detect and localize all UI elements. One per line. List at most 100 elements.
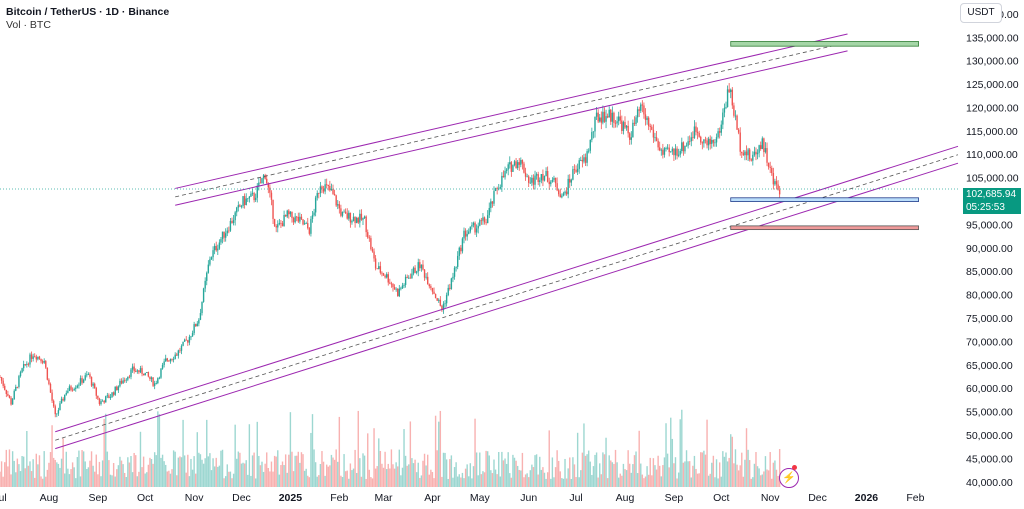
candle-body [220, 239, 222, 243]
lightning-icon[interactable]: ⚡ [779, 468, 799, 488]
volume-bar [712, 455, 715, 487]
candle-body [752, 154, 754, 161]
candle-body [494, 188, 497, 192]
candle-body [673, 148, 675, 156]
candle-body [190, 336, 192, 338]
volume-bar [127, 457, 129, 487]
candle-body [8, 395, 11, 398]
volume-bar [270, 461, 273, 487]
volume-bar [294, 455, 296, 487]
volume-bar [161, 454, 164, 487]
volume-label[interactable]: Vol · BTC [6, 19, 51, 31]
currency-button[interactable]: USDT [960, 3, 1002, 23]
candle-body [297, 217, 299, 222]
candle-body [477, 225, 479, 229]
volume-bar [565, 478, 568, 487]
candle-body [210, 257, 213, 260]
volume-bar [687, 461, 689, 487]
candle-body [325, 184, 328, 186]
candle-body [427, 276, 429, 285]
volume-bar [578, 477, 580, 487]
candle-body [717, 131, 719, 138]
volume-bar [26, 430, 28, 487]
candle-body [341, 211, 344, 216]
volume-bar [436, 450, 438, 487]
candle-body [491, 201, 494, 204]
volume-bar [739, 465, 741, 487]
candle-body [734, 115, 737, 117]
volume-bar [337, 461, 339, 487]
volume-bar [540, 469, 543, 487]
candle-body [753, 151, 756, 155]
candle-body [387, 274, 389, 283]
volume-bar [95, 454, 97, 487]
volume-bar [491, 473, 494, 487]
volume-bar [630, 472, 633, 487]
volume-bar [311, 414, 314, 487]
y-tick-label: 125,000.00 [966, 79, 1019, 91]
candle-body [535, 174, 538, 176]
candle-body [490, 201, 492, 208]
candle-body [450, 278, 453, 289]
volume-bar [677, 472, 680, 487]
candle-body [617, 116, 620, 122]
lower-channel-edge [55, 145, 959, 433]
candle-body [239, 205, 241, 207]
volume-bar [19, 471, 22, 487]
volume-bar [319, 464, 322, 487]
candle-body [289, 211, 292, 215]
candle-body [73, 388, 75, 391]
volume-bar [190, 458, 192, 487]
volume-bar [767, 470, 770, 487]
volume-bar [86, 468, 88, 487]
volume-bar [111, 475, 113, 487]
candle-body [338, 204, 341, 209]
volume-bar [11, 451, 14, 487]
candle-body [138, 370, 140, 373]
volume-bar [32, 459, 34, 487]
volume-bar [679, 419, 681, 487]
candle-body [213, 245, 216, 251]
candle-body [621, 120, 623, 131]
volume-bar [504, 458, 506, 487]
candle-body [741, 151, 743, 154]
candle-body [463, 230, 465, 239]
volume-bar [668, 467, 670, 487]
volume-bar [373, 428, 375, 487]
volume-bar [748, 460, 751, 487]
volume-bar [696, 473, 699, 487]
volume-bar [199, 454, 202, 487]
volume-bar [229, 471, 232, 487]
volume-bar [613, 463, 615, 487]
volume-bar [403, 429, 405, 487]
volume-bar [709, 473, 711, 487]
symbol-title[interactable]: Bitcoin / TetherUS · 1D · Binance [6, 6, 170, 18]
volume-bar [40, 476, 42, 487]
volume-bar [753, 463, 756, 487]
candle-body [627, 125, 629, 134]
volume-bar [576, 432, 579, 487]
candle-body [548, 181, 550, 185]
candle-body [409, 277, 412, 279]
candle-body [600, 117, 603, 123]
volume-bar [482, 471, 484, 487]
candle-body [223, 231, 225, 238]
candle-body [256, 185, 258, 198]
candle-body [479, 220, 481, 226]
candle-body [562, 193, 565, 196]
candle-body [251, 193, 254, 194]
volume-bar [56, 462, 58, 487]
candle-body [82, 379, 85, 383]
candle-body [558, 190, 560, 195]
candle-body [108, 395, 110, 399]
candle-body [21, 368, 23, 373]
candle-body [523, 163, 525, 173]
candle-body [359, 213, 361, 223]
volume-bar [681, 409, 683, 487]
volume-bar [477, 475, 479, 487]
candle-body [466, 233, 468, 237]
volume-bar [155, 455, 157, 487]
candle-body [51, 392, 53, 401]
volume-bar [59, 467, 61, 487]
